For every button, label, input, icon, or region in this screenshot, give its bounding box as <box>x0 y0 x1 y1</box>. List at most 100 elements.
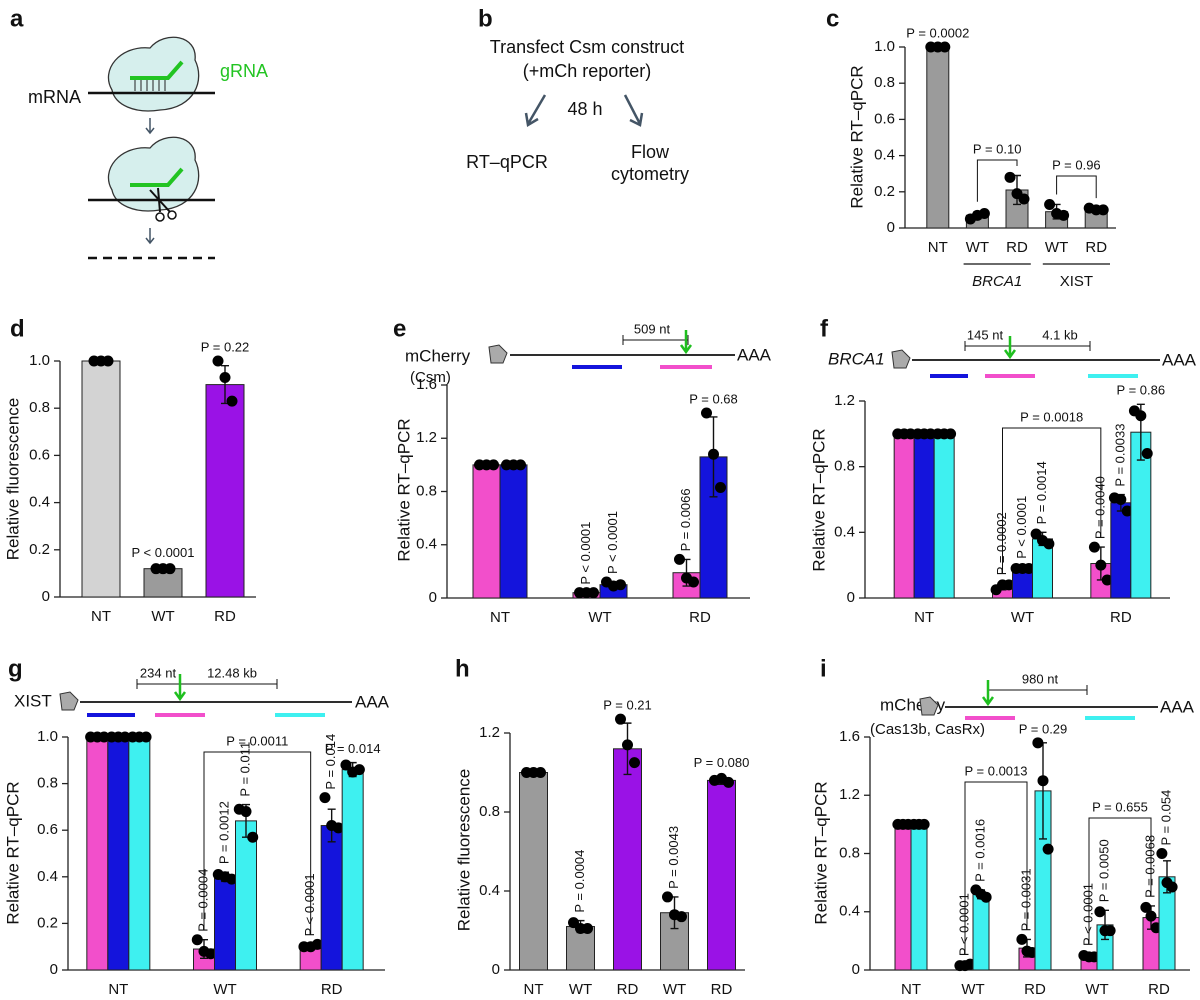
y-tick-label: 1.6 <box>416 376 437 393</box>
x-tick-label: WT <box>151 608 174 625</box>
replicate-point <box>688 576 699 588</box>
base-pairs <box>134 80 166 91</box>
bar <box>910 823 928 971</box>
x-tick-label: RD <box>689 609 711 626</box>
bar <box>499 464 528 599</box>
readout-label: cytometry <box>611 164 689 184</box>
panel-letter: g <box>8 655 23 682</box>
y-tick-label: 0.4 <box>834 523 855 540</box>
replicate-point <box>247 831 259 843</box>
replicate-point <box>1156 848 1168 859</box>
replicate-point <box>1104 925 1116 937</box>
p-value-label: P < 0.0001 <box>1014 496 1029 559</box>
distance-label: 12.48 kb <box>207 665 257 680</box>
p-value-label: P = 0.014 <box>323 734 338 790</box>
bar <box>128 736 151 971</box>
x-tick-label: NT <box>901 981 921 998</box>
panel-letter: h <box>455 655 470 682</box>
replicate-point <box>240 806 252 818</box>
p-value-label: P = 0.0040 <box>1092 476 1107 539</box>
comparison-label: P = 0.10 <box>973 141 1022 156</box>
x-tick-label: RD <box>214 608 236 625</box>
poly-a-tail: AAA <box>737 345 772 364</box>
x-tick-label: WT <box>213 981 236 998</box>
replicate-point <box>1166 881 1178 893</box>
p-value-label: P = 0.011 <box>237 742 252 797</box>
y-tick-label: 0.2 <box>37 914 58 931</box>
y-tick-label: 0.8 <box>416 482 437 499</box>
replicate-point <box>715 482 726 494</box>
group-label: XIST <box>1060 273 1093 290</box>
replicate-point <box>1115 494 1127 505</box>
y-tick-label: 1.6 <box>839 728 860 745</box>
x-tick-label: NT <box>108 981 128 998</box>
bar <box>214 876 236 971</box>
y-axis-label: Relative RT–qPCR <box>3 781 22 924</box>
replicate-point <box>212 355 224 367</box>
bar <box>472 464 501 599</box>
p-value-label: P = 0.0068 <box>1142 835 1157 898</box>
scissors-handle <box>155 212 165 222</box>
y-tick-label: 1.0 <box>29 352 50 369</box>
replicate-point <box>1097 204 1109 216</box>
comparison-label: P = 0.96 <box>1052 157 1101 172</box>
bar <box>972 893 990 971</box>
poly-a-tail: AAA <box>1162 350 1197 369</box>
replicate-point <box>164 563 176 575</box>
y-tick-label: 0.8 <box>834 458 855 475</box>
replicate-point <box>1140 901 1152 913</box>
y-axis-label: Relative fluorescence <box>454 769 473 932</box>
x-tick-label: RD <box>1085 239 1107 256</box>
p-value-label: P < 0.0001 <box>605 511 620 574</box>
replicate-point <box>1121 505 1133 517</box>
y-tick-label: 0 <box>492 961 500 978</box>
p-value-label: P = 0.0043 <box>666 826 681 889</box>
x-tick-label: NT <box>91 608 111 625</box>
promoter <box>59 691 79 711</box>
bar <box>86 736 109 971</box>
replicate-point <box>488 459 499 471</box>
replicate-point <box>226 873 238 885</box>
x-tick-label: NT <box>490 609 510 626</box>
distance-label: 234 nt <box>140 665 177 680</box>
p-value-label: P = 0.86 <box>1117 383 1166 398</box>
x-tick-label: RD <box>617 981 639 998</box>
comparison-bracket <box>964 781 1028 955</box>
y-tick-label: 0.4 <box>29 494 50 511</box>
comparison-label: P = 0.0011 <box>226 733 288 748</box>
bar <box>707 779 736 971</box>
replicate-point <box>1023 562 1035 574</box>
x-tick-label: RD <box>1110 609 1132 626</box>
x-tick-label: WT <box>569 981 592 998</box>
y-tick-label: 0.8 <box>29 399 50 416</box>
x-tick-label: NT <box>914 609 934 626</box>
comparison-label: P = 0.0018 <box>1020 409 1083 424</box>
y-axis-label: Relative RT–qPCR <box>809 428 828 571</box>
y-tick-label: 0.2 <box>874 183 895 200</box>
y-tick-label: 1.2 <box>839 786 860 803</box>
p-value-label: P < 0.0001 <box>131 545 194 560</box>
bar <box>235 820 257 971</box>
replicate-point <box>191 934 203 946</box>
replicate-point <box>588 587 599 599</box>
replicate-point <box>1042 843 1054 855</box>
replicate-point <box>515 459 526 471</box>
arrow <box>524 94 547 128</box>
y-tick-label: 0.8 <box>874 74 895 91</box>
y-tick-label: 0.6 <box>29 446 50 463</box>
replicate-point <box>615 713 626 725</box>
p-value-label: P = 0.22 <box>201 339 250 354</box>
comparison-label: P = 0.0013 <box>964 763 1027 778</box>
y-tick-label: 0.6 <box>37 821 58 838</box>
p-value-label: P < 0.0001 <box>1080 883 1095 946</box>
bar <box>519 772 548 971</box>
p-value-label: P = 0.0031 <box>1018 868 1033 931</box>
replicate-point <box>980 891 992 903</box>
comparison-bracket <box>203 751 312 935</box>
replicate-point <box>205 948 217 960</box>
replicate-point <box>1004 171 1016 183</box>
panel-letter: a <box>10 5 24 32</box>
gene-name: (Cas13b, CasRx) <box>870 721 985 738</box>
step-text: (+mCh reporter) <box>523 61 652 81</box>
p-value-label: P = 0.0004 <box>572 850 587 913</box>
